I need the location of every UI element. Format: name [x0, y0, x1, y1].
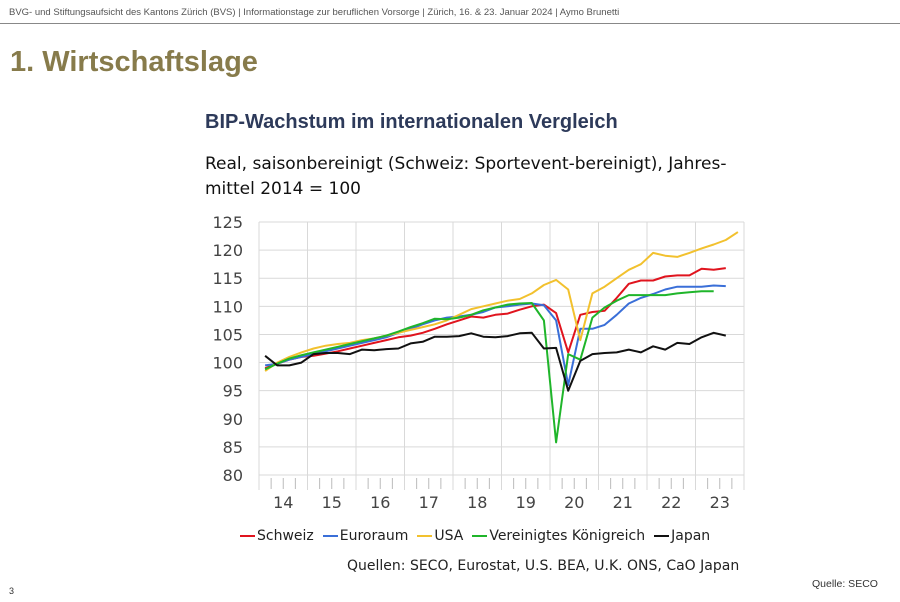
x-tick-label: 21 [613, 493, 633, 512]
y-tick-label: 125 [212, 213, 243, 232]
y-tick-label: 115 [212, 269, 243, 288]
y-tick-label: 110 [212, 297, 243, 316]
x-tick-label: 16 [370, 493, 390, 512]
x-tick-label: 19 [516, 493, 536, 512]
series-line-euroraum [264, 284, 726, 386]
x-tick-label: 20 [564, 493, 584, 512]
series-line-vereinigtes-k-nigreich [264, 290, 714, 444]
page-number: 3 [9, 586, 15, 596]
legend-swatch [472, 535, 488, 537]
series-line-usa [264, 231, 739, 372]
chart-title: BIP-Wachstum im internationalen Vergleic… [205, 111, 618, 133]
x-tick-label: 23 [710, 493, 730, 512]
slide-title: 1. Wirtschaftslage [10, 46, 258, 78]
series-line-schweiz [264, 267, 726, 370]
legend-item: Japan [654, 528, 710, 544]
legend-label: Euroraum [339, 528, 409, 544]
series-line-japan [264, 331, 727, 392]
x-tick-label: 14 [273, 493, 293, 512]
y-tick-label: 85 [223, 438, 243, 457]
chart-legend: Schweiz Euroraum USA Vereinigtes Königreich… [240, 528, 710, 544]
legend-label: USA [434, 528, 464, 544]
legend-swatch [654, 535, 670, 537]
chart-sources: Quellen: SECO, Eurostat, U.S. BEA, U.K. … [347, 558, 740, 574]
y-tick-label: 105 [212, 325, 243, 344]
y-tick-label: 90 [223, 410, 243, 429]
header-divider [0, 23, 900, 24]
legend-item: Schweiz [240, 528, 314, 544]
legend-item: Euroraum [322, 528, 409, 544]
legend-swatch [417, 535, 433, 537]
x-tick-label: 22 [661, 493, 681, 512]
y-tick-label: 95 [223, 382, 243, 401]
x-tick-label: 18 [467, 493, 487, 512]
legend-swatch [322, 535, 338, 537]
legend-item: Vereinigtes Königreich [472, 528, 645, 544]
y-tick-label: 100 [212, 354, 243, 373]
legend-swatch [240, 535, 255, 537]
legend-label: Japan [671, 528, 711, 544]
legend-label: Vereinigtes Königreich [489, 528, 646, 544]
chart-subtitle: Real, saisonbereinigt (Schweiz: Sporteve… [205, 154, 727, 199]
x-tick-label: 15 [322, 493, 342, 512]
legend-item: USA [417, 528, 463, 544]
y-tick-label: 80 [223, 466, 243, 485]
header-text: BVG- und Stiftungsaufsicht des Kantons Z… [9, 7, 620, 18]
y-tick-label: 120 [212, 241, 243, 260]
legend-label: Schweiz [257, 528, 314, 544]
x-tick-label: 17 [419, 493, 439, 512]
footer-source: Quelle: SECO [812, 578, 878, 590]
